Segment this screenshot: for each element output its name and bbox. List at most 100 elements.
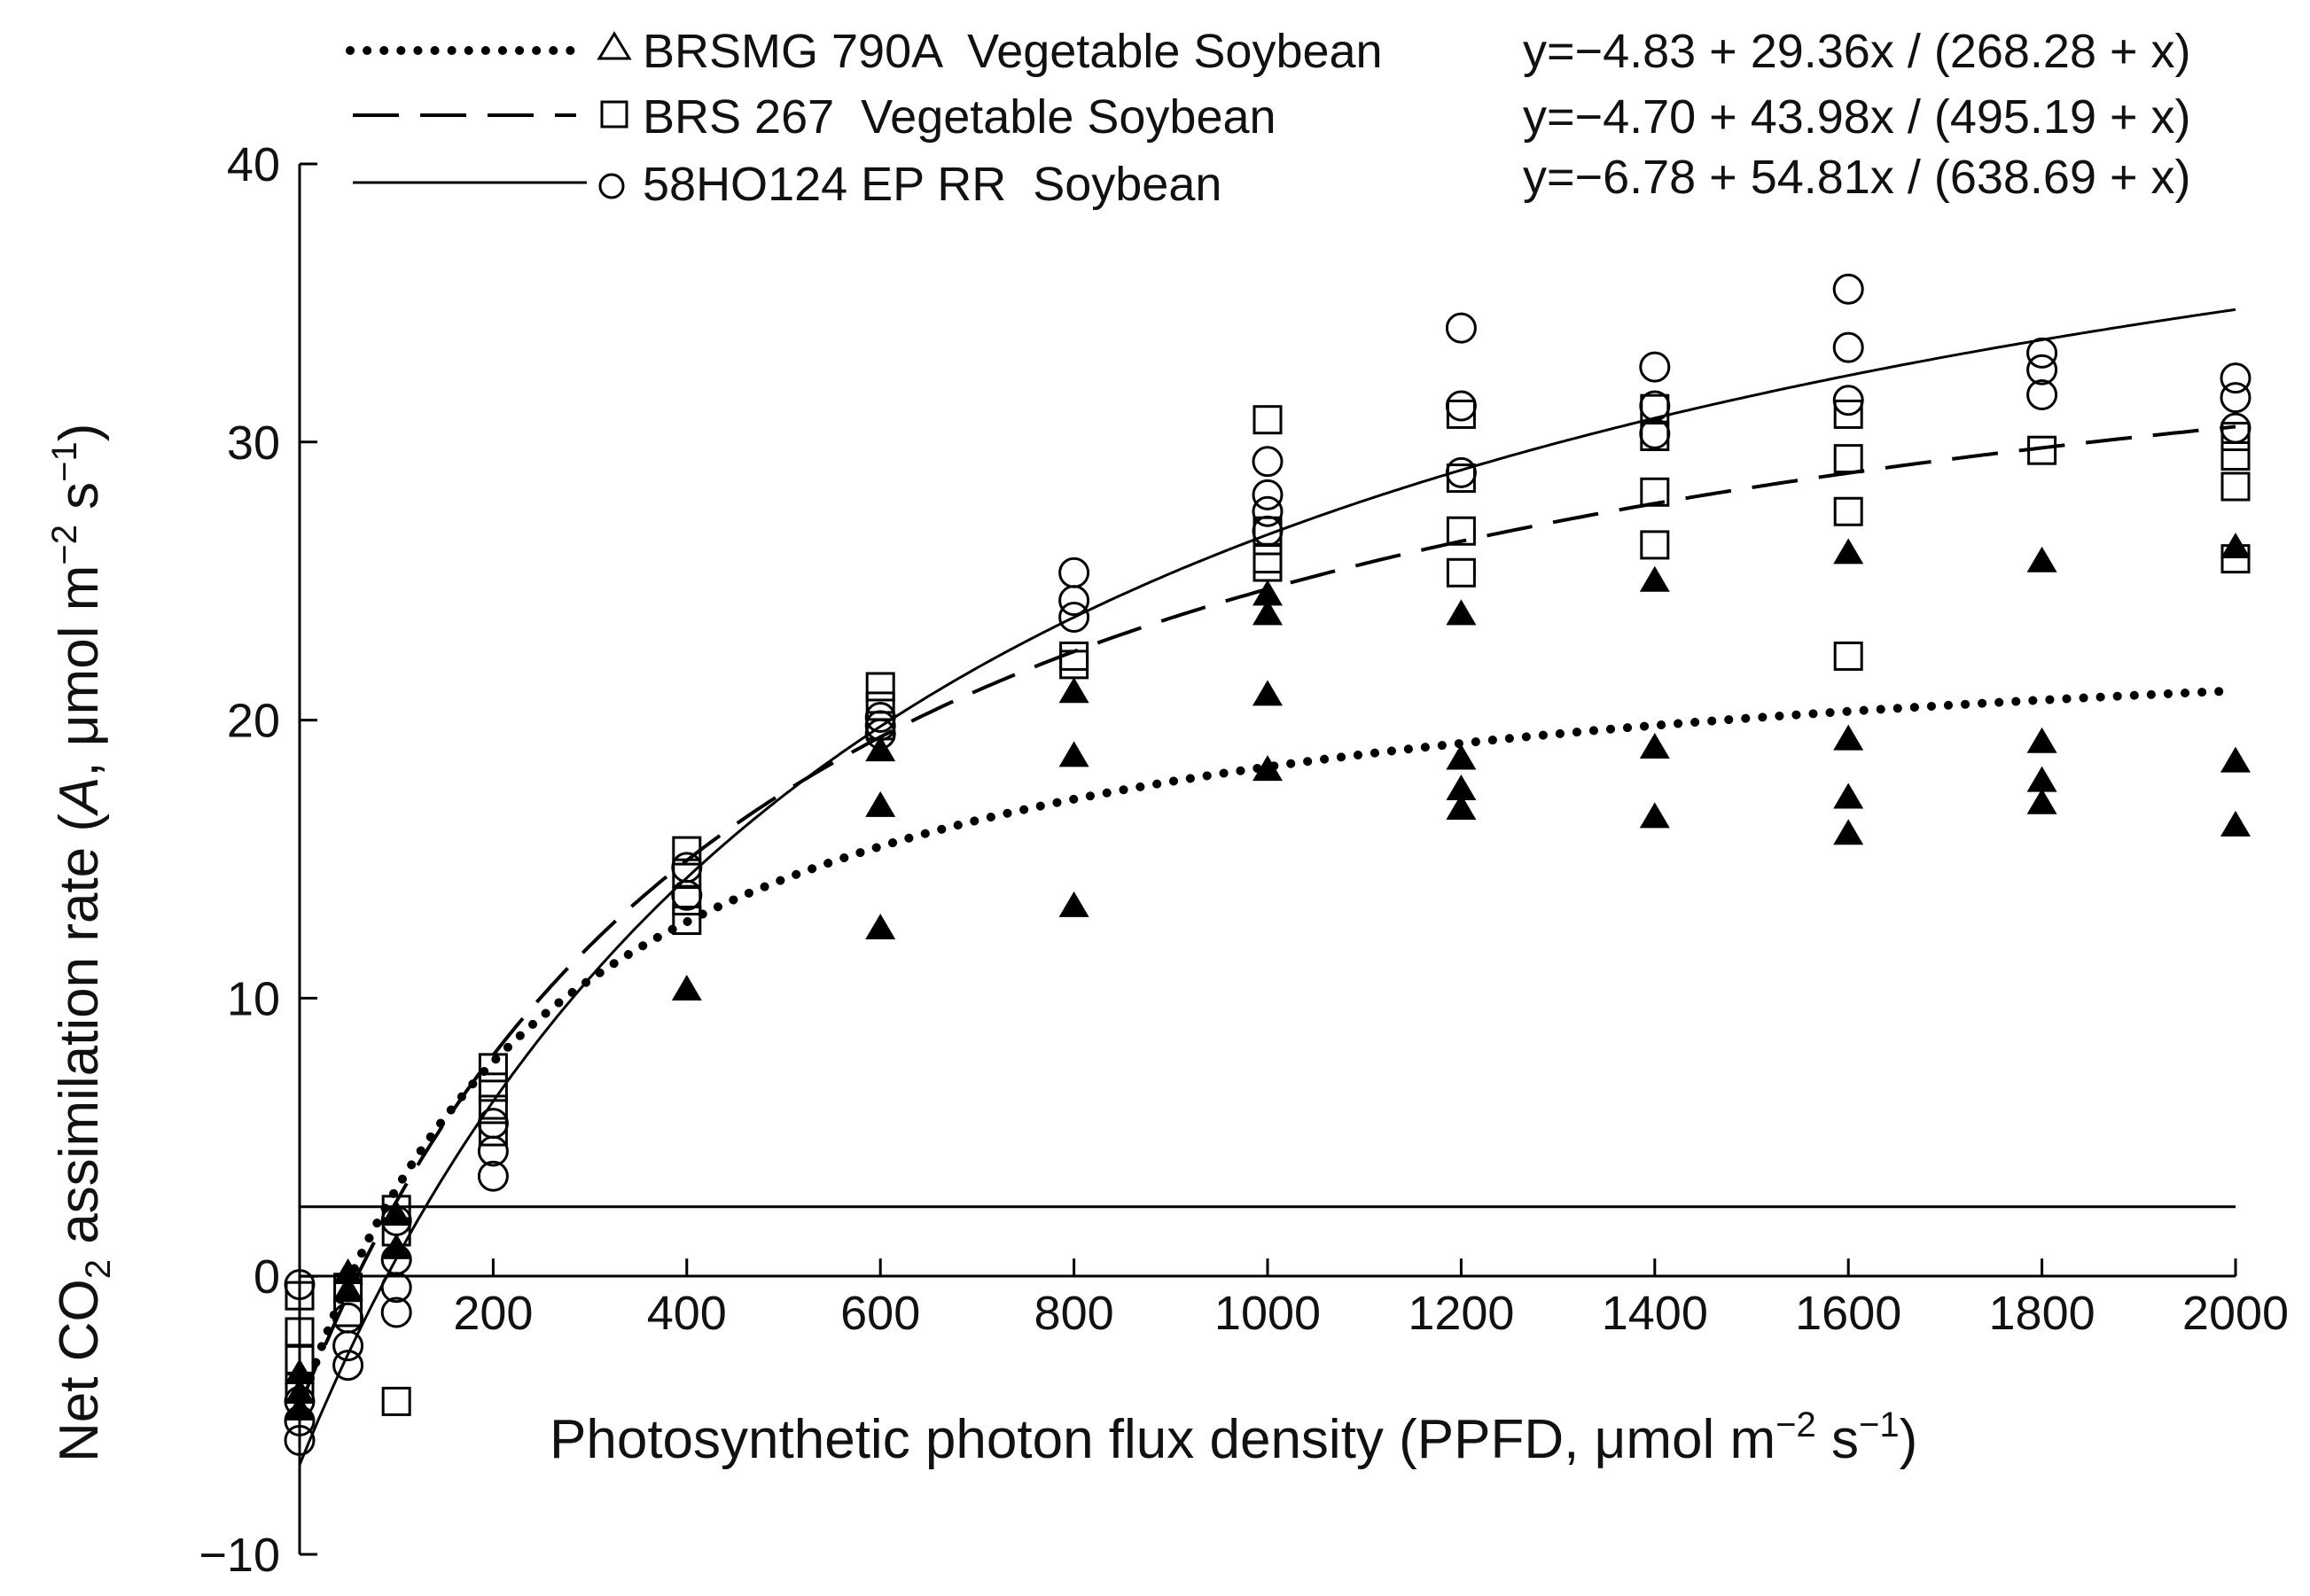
point-s1-8 xyxy=(381,1386,411,1416)
point-s0-31 xyxy=(2026,727,2057,753)
point-s2-40 xyxy=(2220,362,2251,394)
point-s2-27 xyxy=(1445,390,1477,422)
x-tick-label-2000: 2000 xyxy=(2182,1287,2289,1340)
point-s0-13 xyxy=(1058,677,1089,704)
point-s2-13 xyxy=(477,1108,509,1140)
point-s1-16 xyxy=(672,906,702,936)
point-s2-8 xyxy=(380,1296,412,1328)
point-s1-0 xyxy=(285,1281,315,1311)
legend-entry-58ho124: 58HO124 EP RR Soybean xyxy=(353,158,1221,211)
data-points xyxy=(284,273,2251,1456)
point-s0-30 xyxy=(2026,766,2057,792)
point-s1-4 xyxy=(333,1273,363,1303)
point-s2-10 xyxy=(380,1204,412,1236)
point-s0-19 xyxy=(1446,775,1477,801)
point-s0-20 xyxy=(1446,744,1477,770)
point-s2-17 xyxy=(864,710,896,742)
point-s0-14 xyxy=(1253,755,1283,782)
point-s0-1 xyxy=(285,1377,315,1404)
legend-circle-icon xyxy=(598,173,625,199)
point-s0-22 xyxy=(1639,802,1670,829)
point-s2-24 xyxy=(1252,479,1284,510)
point-s2-39 xyxy=(2220,382,2251,414)
x-tick-label-1600: 1600 xyxy=(1795,1287,1901,1340)
point-s0-33 xyxy=(2220,810,2251,837)
y-tick-label-0: 0 xyxy=(254,1250,280,1304)
point-s2-32 xyxy=(1832,385,1864,417)
point-s2-26 xyxy=(1445,456,1477,488)
equation-58ho124: y=−6.78 + 54.81x / (638.69 + x) xyxy=(1523,151,2191,204)
point-s1-26 xyxy=(1446,399,1476,429)
point-s1-22 xyxy=(1253,405,1283,435)
point-s1-3 xyxy=(285,1373,315,1403)
point-s0-0 xyxy=(285,1359,315,1385)
point-s0-11 xyxy=(1058,891,1089,917)
point-s0-16 xyxy=(1253,599,1283,626)
point-s0-3 xyxy=(332,1258,363,1285)
x-tick-label-1800: 1800 xyxy=(1989,1287,2095,1340)
point-s1-21 xyxy=(1059,641,1089,671)
point-s2-0 xyxy=(284,1269,316,1301)
point-s2-33 xyxy=(1832,331,1864,363)
axes: 200 400 600 800 1000 1200 1400 1600 1800 2000 −10… xyxy=(199,138,2289,1582)
point-s1-36 xyxy=(1833,496,1863,526)
point-s2-36 xyxy=(2026,354,2058,385)
x-tick-label-200: 200 xyxy=(453,1287,533,1340)
point-s0-28 xyxy=(1833,538,1864,564)
x-tick-label-1200: 1200 xyxy=(1408,1287,1514,1340)
point-s0-23 xyxy=(1639,732,1670,759)
point-s0-24 xyxy=(1639,565,1670,592)
point-s2-1 xyxy=(284,1385,316,1417)
point-s2-25 xyxy=(1252,446,1284,478)
legend-label-brsmg-790a: BRSMG 790A Vegetable Soybean xyxy=(643,25,1383,78)
point-s2-28 xyxy=(1445,312,1477,344)
legend-entry-brsmg-790a: BRSMG 790A Vegetable Soybean xyxy=(346,25,1383,78)
point-s2-23 xyxy=(1252,495,1284,527)
y-ticks: −10 0 10 20 30 40 xyxy=(199,138,317,1582)
point-s0-9 xyxy=(865,790,896,817)
point-s2-11 xyxy=(477,1160,509,1192)
point-s1-24 xyxy=(1253,544,1283,574)
fit-curve-2 xyxy=(298,308,2236,1466)
x-tick-label-600: 600 xyxy=(840,1287,920,1340)
point-s1-32 xyxy=(1640,477,1670,507)
point-s2-15 xyxy=(671,852,703,884)
point-s1-39 xyxy=(2220,422,2251,452)
point-s1-34 xyxy=(1833,399,1863,429)
x-ticks: 200 400 600 800 1000 1200 1400 1600 1800 2000 xyxy=(453,1258,2289,1340)
point-s0-4 xyxy=(332,1274,363,1301)
point-s0-32 xyxy=(2026,546,2057,572)
point-s1-41 xyxy=(2220,440,2251,471)
x-tick-label-1000: 1000 xyxy=(1214,1287,1321,1340)
point-s2-35 xyxy=(2026,378,2058,410)
legend-triangle-icon xyxy=(597,31,632,60)
point-s2-2 xyxy=(284,1405,316,1436)
point-s2-21 xyxy=(1058,557,1090,588)
x-tick-label-400: 400 xyxy=(647,1287,727,1340)
point-s2-31 xyxy=(1639,351,1671,383)
point-s0-25 xyxy=(1833,819,1864,845)
x-tick-label-800: 800 xyxy=(1034,1287,1114,1340)
point-s2-9 xyxy=(380,1243,412,1275)
point-s0-17 xyxy=(1253,580,1283,606)
legend: BRSMG 790A Vegetable Soybean BRS 267 Veg… xyxy=(346,25,1383,211)
point-s0-8 xyxy=(865,913,896,939)
point-s0-12 xyxy=(1058,741,1089,767)
point-s0-15 xyxy=(1253,680,1283,706)
legend-label-brs-267: BRS 267 Vegetable Soybean xyxy=(643,90,1276,144)
point-s1-40 xyxy=(2220,471,2251,502)
x-tick-label-1400: 1400 xyxy=(1602,1287,1708,1340)
y-tick-label-10: 10 xyxy=(227,972,280,1025)
fit-curve-0 xyxy=(295,686,2240,1415)
point-s1-35 xyxy=(1833,444,1863,474)
point-s2-3 xyxy=(284,1424,316,1456)
y-tick-label--10: −10 xyxy=(199,1529,280,1582)
point-s2-20 xyxy=(1058,585,1090,617)
x-axis-title: Photosynthetic photon flux density (PPFD… xyxy=(550,1405,1917,1470)
point-s1-10 xyxy=(478,1072,508,1102)
legend-square-icon xyxy=(600,100,628,128)
point-s2-22 xyxy=(1252,515,1284,547)
point-s1-25 xyxy=(1253,552,1283,582)
point-s2-19 xyxy=(1058,601,1090,633)
